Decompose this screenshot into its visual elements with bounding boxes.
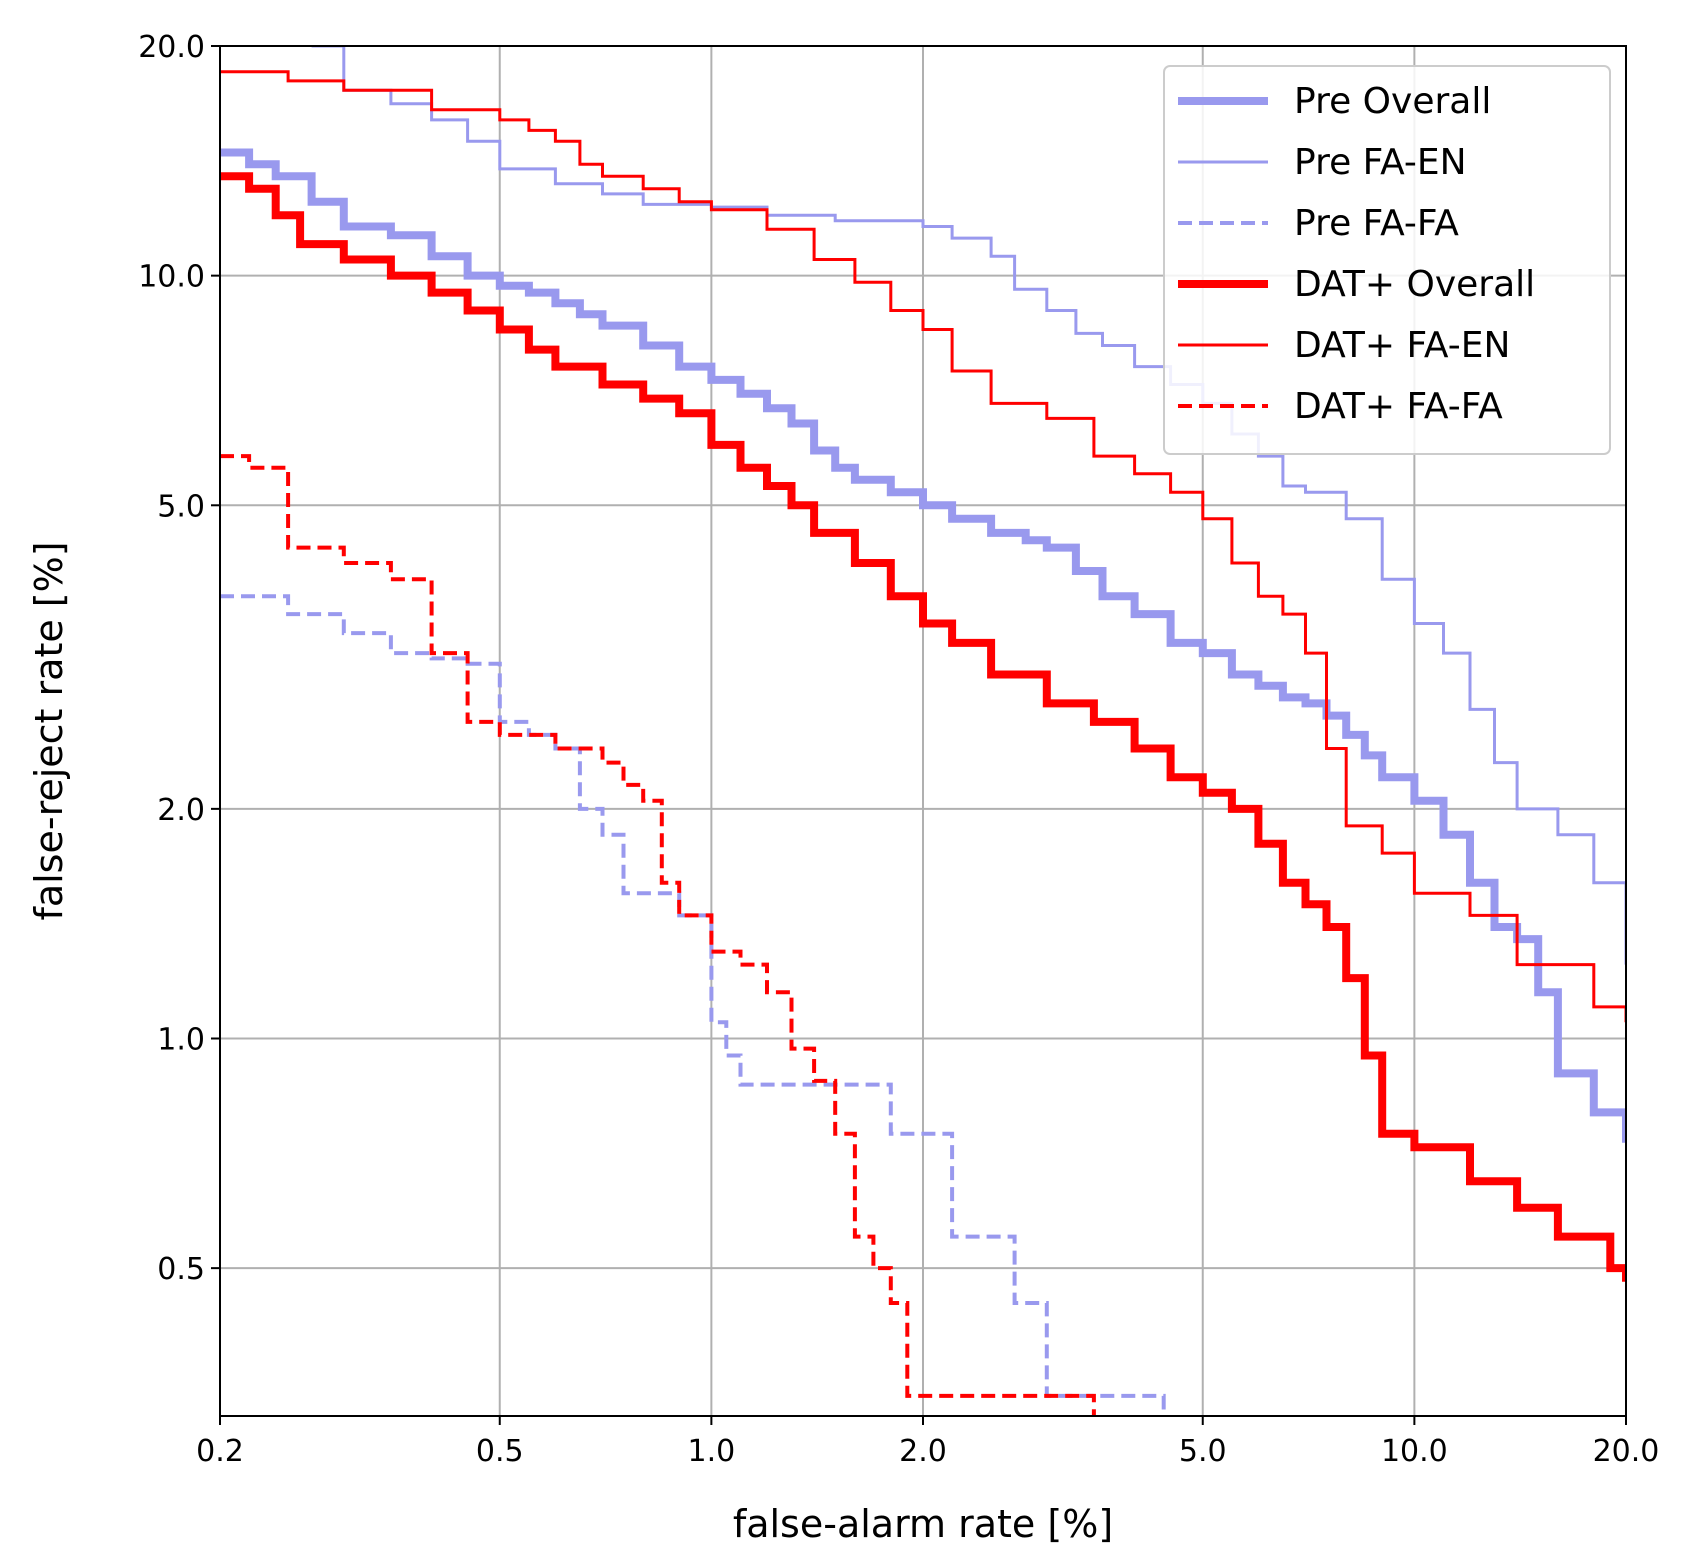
x-tick-label: 1.0 [688,1434,736,1469]
x-tick-label: 10.0 [1381,1434,1448,1469]
x-axis: 0.2 0.5 1.0 2.0 5.0 10.0 20.0 [196,1416,1659,1469]
legend-label: DAT+ FA-FA [1294,386,1503,427]
legend: Pre Overall Pre FA-EN Pre FA-FA DAT+ Overal… [1163,65,1611,455]
series-line-dat-overall [220,172,1626,1282]
y-tick-label: 2.0 [157,793,205,828]
y-axis-title: false-reject rate [%] [27,541,71,920]
series-line-pre-overall [220,148,1626,1143]
legend-label: DAT+ Overall [1294,264,1535,305]
y-tick-label: 0.5 [157,1252,205,1287]
y-tick-label: 1.0 [157,1023,205,1058]
legend-label: Pre FA-EN [1294,142,1467,183]
y-tick-label: 5.0 [157,489,205,524]
series-line-dat-fa-en [220,70,1626,1023]
x-tick-label: 0.5 [476,1434,524,1469]
y-tick-label: 10.0 [138,260,205,295]
series-line-dat-fa-fa [220,454,1096,1416]
y-axis: 0.5 1.0 2.0 5.0 10.0 20.0 [138,30,220,1287]
legend-box [1163,65,1611,455]
x-tick-label: 0.2 [196,1434,244,1469]
legend-label: Pre Overall [1294,81,1491,122]
x-tick-label: 2.0 [899,1434,947,1469]
series-layer [220,46,1626,1416]
x-tick-label: 20.0 [1593,1434,1660,1469]
legend-label: Pre FA-FA [1294,203,1459,244]
x-axis-title: false-alarm rate [%] [733,1502,1113,1546]
series-line-pre-fa-fa [220,594,1166,1416]
series-line-pre-fa-en [311,46,1626,965]
legend-label: DAT+ FA-EN [1294,325,1510,366]
x-tick-label: 5.0 [1179,1434,1227,1469]
y-tick-label: 20.0 [138,30,205,65]
